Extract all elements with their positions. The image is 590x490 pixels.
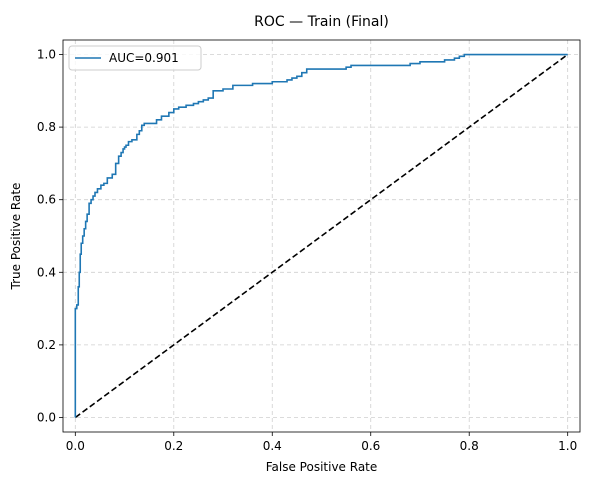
series-layer: [74, 53, 569, 419]
y-tick-label: 1.0: [37, 48, 56, 62]
plot-frame: [62, 39, 581, 433]
legend: AUC=0.901: [68, 45, 202, 71]
chart-title: ROC — Train (Final): [254, 14, 389, 30]
grid: [63, 40, 580, 432]
y-axis: 0.0 0.2 0.4 0.6 0.8 1.0: [37, 48, 63, 424]
roc-curve-line: [74, 53, 568, 418]
chance-diagonal-line: [74, 53, 569, 419]
x-tick-label: 0.2: [164, 439, 183, 453]
y-tick-label: 0.6: [37, 193, 56, 207]
x-tick-label: 0.6: [361, 439, 380, 453]
x-tick-label: 0.0: [66, 439, 85, 453]
y-tick-label: 0.2: [37, 338, 56, 352]
y-tick-label: 0.4: [37, 265, 56, 279]
y-axis-label: True Positive Rate: [9, 183, 23, 291]
legend-box: [68, 45, 202, 71]
y-tick-label: 0.8: [37, 120, 56, 134]
x-tick-label: 1.0: [558, 439, 577, 453]
x-tick-label: 0.4: [263, 439, 282, 453]
y-tick-label: 0.0: [37, 410, 56, 424]
x-tick-label: 0.8: [460, 439, 479, 453]
legend-label: AUC=0.901: [109, 51, 179, 65]
x-axis: 0.0 0.2 0.4 0.6 0.8 1.0: [66, 432, 577, 453]
x-axis-label: False Positive Rate: [266, 460, 378, 474]
